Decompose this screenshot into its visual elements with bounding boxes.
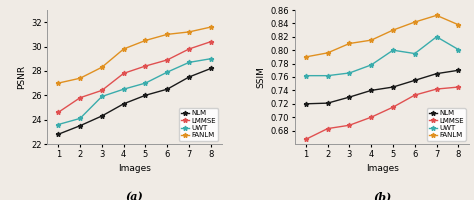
UWT	[303, 74, 309, 77]
Y-axis label: PSNR: PSNR	[17, 65, 26, 89]
LMMSE	[164, 59, 170, 61]
UWT	[55, 123, 61, 126]
Line: NLM: NLM	[56, 66, 213, 137]
FANLM	[368, 39, 374, 41]
UWT	[368, 64, 374, 66]
LMMSE	[208, 40, 214, 43]
NLM	[346, 96, 352, 98]
Y-axis label: SSIM: SSIM	[256, 66, 265, 88]
FANLM	[121, 48, 127, 50]
LMMSE	[186, 48, 192, 50]
LMMSE	[390, 106, 396, 108]
FANLM	[208, 26, 214, 28]
FANLM	[186, 31, 192, 33]
LMMSE	[143, 65, 148, 67]
LMMSE	[434, 88, 439, 90]
FANLM	[390, 29, 396, 31]
NLM	[55, 133, 61, 135]
FANLM	[99, 66, 105, 68]
FANLM	[346, 42, 352, 45]
UWT	[208, 58, 214, 60]
Line: UWT: UWT	[303, 34, 461, 78]
UWT	[346, 72, 352, 74]
UWT	[77, 117, 83, 120]
NLM	[186, 76, 192, 78]
Line: NLM: NLM	[303, 68, 461, 106]
NLM	[164, 88, 170, 90]
UWT	[390, 49, 396, 51]
FANLM	[77, 77, 83, 79]
Text: (b): (b)	[373, 191, 391, 200]
Line: LMMSE: LMMSE	[303, 85, 461, 142]
UWT	[99, 95, 105, 98]
Line: LMMSE: LMMSE	[56, 39, 213, 115]
NLM	[303, 103, 309, 105]
UWT	[164, 71, 170, 73]
Line: UWT: UWT	[56, 56, 213, 127]
FANLM	[55, 82, 61, 84]
NLM	[77, 125, 83, 127]
LMMSE	[77, 97, 83, 99]
LMMSE	[55, 111, 61, 114]
UWT	[412, 52, 418, 55]
Line: FANLM: FANLM	[303, 13, 461, 59]
LMMSE	[346, 124, 352, 126]
X-axis label: Images: Images	[365, 164, 399, 173]
LMMSE	[99, 89, 105, 92]
X-axis label: Images: Images	[118, 164, 151, 173]
NLM	[99, 115, 105, 117]
LMMSE	[325, 127, 330, 130]
NLM	[434, 72, 439, 75]
FANLM	[164, 33, 170, 36]
NLM	[456, 69, 461, 72]
NLM	[208, 67, 214, 70]
UWT	[121, 88, 127, 90]
FANLM	[303, 56, 309, 58]
Legend: NLM, LMMSE, UWT, FANLM: NLM, LMMSE, UWT, FANLM	[179, 108, 218, 141]
LMMSE	[368, 116, 374, 118]
UWT	[186, 61, 192, 64]
UWT	[325, 74, 330, 77]
FANLM	[456, 24, 461, 26]
FANLM	[434, 14, 439, 17]
NLM	[390, 86, 396, 88]
FANLM	[143, 39, 148, 42]
UWT	[434, 36, 439, 38]
UWT	[456, 48, 461, 51]
FANLM	[412, 21, 418, 23]
LMMSE	[121, 72, 127, 75]
NLM	[143, 94, 148, 96]
NLM	[121, 103, 127, 105]
FANLM	[325, 52, 330, 54]
Line: FANLM: FANLM	[56, 25, 213, 86]
NLM	[412, 79, 418, 82]
LMMSE	[412, 94, 418, 96]
LMMSE	[456, 86, 461, 88]
Legend: NLM, LMMSE, UWT, FANLM: NLM, LMMSE, UWT, FANLM	[427, 108, 466, 141]
NLM	[325, 102, 330, 104]
NLM	[368, 89, 374, 92]
Text: (a): (a)	[126, 191, 144, 200]
LMMSE	[303, 138, 309, 141]
UWT	[143, 82, 148, 84]
